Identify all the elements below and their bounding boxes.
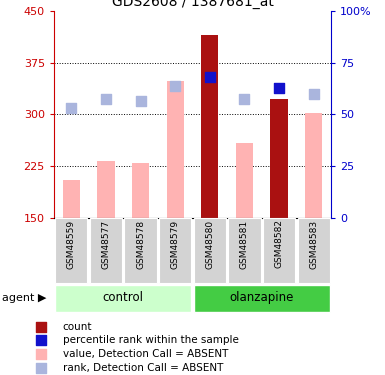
Point bbox=[38, 351, 45, 357]
Text: count: count bbox=[63, 322, 92, 332]
Bar bbox=[201, 35, 219, 218]
Point bbox=[311, 91, 317, 97]
Text: agent ▶: agent ▶ bbox=[2, 293, 46, 303]
Text: percentile rank within the sample: percentile rank within the sample bbox=[63, 335, 239, 345]
Bar bbox=[167, 81, 184, 218]
Text: GSM48559: GSM48559 bbox=[67, 219, 76, 268]
Point bbox=[38, 365, 45, 371]
Bar bbox=[124, 217, 157, 283]
Title: GDS2608 / 1387681_at: GDS2608 / 1387681_at bbox=[112, 0, 273, 9]
Bar bbox=[194, 285, 330, 312]
Bar bbox=[305, 113, 323, 218]
Bar bbox=[159, 217, 191, 283]
Bar bbox=[194, 217, 226, 283]
Point bbox=[172, 82, 178, 88]
Text: GSM48580: GSM48580 bbox=[205, 219, 214, 268]
Point bbox=[137, 98, 144, 104]
Point bbox=[241, 96, 248, 102]
Point bbox=[103, 96, 109, 102]
Point bbox=[38, 324, 45, 330]
Text: GSM48578: GSM48578 bbox=[136, 219, 145, 268]
Text: GSM48583: GSM48583 bbox=[309, 219, 318, 268]
Text: GSM48581: GSM48581 bbox=[240, 219, 249, 268]
Point bbox=[68, 105, 74, 111]
Text: GSM48582: GSM48582 bbox=[275, 219, 284, 268]
Bar bbox=[97, 161, 115, 218]
Text: olanzapine: olanzapine bbox=[229, 291, 294, 304]
Bar bbox=[228, 217, 261, 283]
Text: GSM48579: GSM48579 bbox=[171, 219, 180, 268]
Text: GSM48577: GSM48577 bbox=[101, 219, 110, 268]
Bar bbox=[90, 217, 122, 283]
Bar bbox=[271, 99, 288, 218]
Bar bbox=[55, 217, 87, 283]
Point bbox=[276, 85, 282, 91]
Bar bbox=[236, 143, 253, 218]
Bar bbox=[55, 285, 191, 312]
Text: rank, Detection Call = ABSENT: rank, Detection Call = ABSENT bbox=[63, 363, 223, 373]
Point bbox=[207, 74, 213, 80]
Bar bbox=[263, 217, 295, 283]
Bar bbox=[132, 162, 149, 218]
Text: control: control bbox=[103, 291, 144, 304]
Point bbox=[38, 337, 45, 343]
Bar bbox=[298, 217, 330, 283]
Text: value, Detection Call = ABSENT: value, Detection Call = ABSENT bbox=[63, 349, 228, 359]
Bar bbox=[62, 180, 80, 218]
